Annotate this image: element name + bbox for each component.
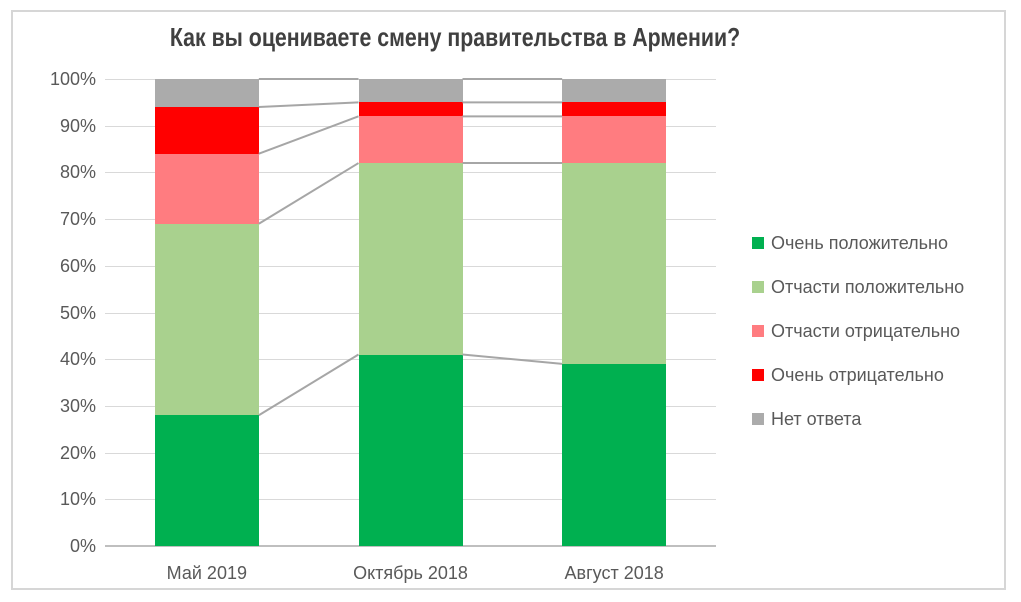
bar-segment-Август 2018-Очень положительно xyxy=(562,363,667,546)
legend-swatch-icon xyxy=(752,325,764,337)
legend-label: Отчасти отрицательно xyxy=(771,320,961,341)
bar-segment-Октябрь 2018-Нет ответа xyxy=(358,79,463,103)
y-tick-label-0: 0% xyxy=(69,536,96,556)
bar-segment-Май 2019-Нет ответа xyxy=(154,79,259,108)
legend-item-2: Отчасти отрицательно xyxy=(752,320,964,342)
bar-segment-Октябрь 2018-Отчасти положительно xyxy=(358,163,463,355)
legend-swatch-icon xyxy=(752,281,764,293)
legend-item-4: Нет ответа xyxy=(752,408,964,430)
legend-swatch-icon xyxy=(752,237,764,249)
legend-label: Отчасти положительно xyxy=(771,276,965,297)
bar-segment-Август 2018-Нет ответа xyxy=(562,79,667,103)
y-tick-label-90: 90% xyxy=(59,115,96,136)
bar-segment-Август 2018-Отчасти отрицательно xyxy=(562,116,667,164)
y-tick-label-20: 20% xyxy=(59,442,96,463)
legend-item-3: Очень отрицательно xyxy=(752,364,964,386)
bar-segment-Май 2019-Отчасти отрицательно xyxy=(154,153,259,224)
chart-title: Как вы оцениваете смену правительства в … xyxy=(169,22,741,52)
bar-segment-Октябрь 2018-Очень отрицательно xyxy=(358,102,463,117)
legend: Очень положительно Отчасти положительно От… xyxy=(752,232,964,430)
x-category-label-2: Август 2018 xyxy=(564,563,664,583)
bar-segment-Август 2018-Отчасти положительно xyxy=(562,163,667,364)
x-category-label-0: Май 2019 xyxy=(166,563,247,583)
bar-segment-Август 2018-Очень отрицательно xyxy=(562,102,667,117)
y-tick-label-70: 70% xyxy=(59,209,96,230)
legend-item-0: Очень положительно xyxy=(752,232,964,254)
legend-swatch-icon xyxy=(752,369,764,381)
y-tick-label-60: 60% xyxy=(59,255,96,276)
x-category-label-1: Октябрь 2018 xyxy=(353,563,468,583)
y-tick-label-80: 80% xyxy=(59,162,96,183)
y-tick-label-10: 10% xyxy=(59,489,96,510)
bar-segment-Май 2019-Очень отрицательно xyxy=(154,107,259,154)
legend-label: Очень отрицательно xyxy=(771,364,944,385)
y-tick-label-40: 40% xyxy=(59,349,96,370)
y-tick-label-100: 100% xyxy=(49,69,96,89)
y-tick-label-30: 30% xyxy=(59,395,96,416)
bar-segment-Октябрь 2018-Отчасти отрицательно xyxy=(358,116,463,164)
bar-segment-Май 2019-Отчасти положительно xyxy=(154,223,259,416)
legend-item-1: Отчасти положительно xyxy=(752,276,964,298)
bar-segment-Октябрь 2018-Очень положительно xyxy=(358,354,463,546)
legend-label: Очень положительно xyxy=(771,232,948,253)
legend-swatch-icon xyxy=(752,413,764,425)
x-axis-line xyxy=(105,545,716,547)
y-tick-label-50: 50% xyxy=(59,302,96,323)
bar-segment-Май 2019-Очень положительно xyxy=(154,415,259,546)
legend-label: Нет ответа xyxy=(771,408,862,429)
